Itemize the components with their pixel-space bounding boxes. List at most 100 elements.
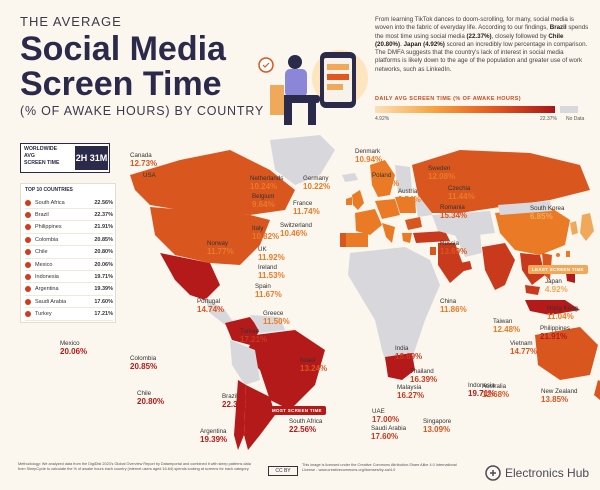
legend-no-data-label: No Data	[566, 116, 585, 122]
country-label-canada: Canada	[130, 152, 152, 159]
country-value-netherlands: 10.24%	[250, 182, 278, 191]
country-label-argentina: Argentina	[200, 428, 227, 435]
country-value-malaysia: 16.27%	[397, 391, 425, 400]
country-value-spain: 11.67%	[255, 290, 282, 299]
country-label-china: China	[440, 298, 457, 305]
country-label-japan: Japan	[545, 278, 562, 285]
norway-sweden-shape	[370, 160, 395, 197]
country-value-portugal: 14.74%	[197, 305, 225, 314]
country-value-south-korea: 6.85%	[530, 212, 553, 221]
country-label-israel: Israel	[300, 357, 316, 364]
hong-kong-shape	[556, 253, 560, 257]
country-label-romania: Romania	[440, 204, 465, 211]
methodology-text: Methodology: We analyzed data from the D…	[18, 462, 251, 471]
china-shape	[495, 207, 570, 255]
brazil-shape	[245, 330, 325, 410]
worldwide-label: WORLDWIDE AVG SCREEN TIME	[24, 146, 60, 166]
top10-row: South Africa 22.56%	[25, 197, 113, 209]
japan-shape	[580, 213, 594, 241]
uae-shape	[460, 261, 472, 271]
italy-shape	[382, 223, 395, 243]
cc-license-badge: CC BY	[268, 466, 298, 476]
country-label-uk: UK	[258, 246, 267, 253]
africa-shape	[348, 247, 440, 375]
germany-shape	[375, 199, 400, 219]
top10-row: Indonesia 19.71%	[25, 271, 113, 284]
country-label-taiwan: Taiwan	[493, 318, 513, 325]
top10-row: Brazil 22.37%	[25, 209, 113, 222]
top10-table	[20, 183, 116, 323]
country-value-france: 11.74%	[293, 207, 320, 216]
country-value-israel: 13.24%	[300, 364, 328, 373]
legend-title: DAILY AVG SCREEN TIME (% OF AWAKE HOURS)	[375, 96, 521, 102]
flag-icon	[25, 286, 31, 293]
country-label-spain: Spain	[255, 283, 271, 290]
worldwide-value: 2H 31M	[75, 146, 108, 170]
top10-country-value: 19.71%	[94, 273, 113, 280]
new-zealand-shape	[594, 380, 600, 400]
flag-icon	[25, 311, 31, 318]
chile-shape	[234, 380, 246, 450]
country-label-chile: Chile	[137, 390, 152, 397]
country-value-thailand: 16.39%	[410, 375, 438, 384]
taiwan-shape	[566, 251, 570, 257]
country-label-norway: Norway	[207, 240, 228, 247]
country-value-russia: 13.69%	[440, 247, 468, 256]
country-label-brazil: Brazil	[222, 393, 238, 400]
top10-country-value: 20.80%	[94, 249, 113, 256]
country-label-czechia: Czechia	[448, 185, 471, 192]
country-value-canada: 12.73%	[130, 159, 158, 168]
legend-no-data-swatch	[560, 106, 578, 113]
country-value-czechia: 11.44%	[448, 192, 475, 201]
poland-shape	[395, 197, 416, 213]
legend-min: 4.92%	[375, 116, 390, 122]
country-value-mexico: 20.06%	[60, 347, 88, 356]
country-label-poland: Poland	[372, 172, 392, 179]
legend-max: 22.37%	[540, 116, 557, 122]
country-label-new-zealand: New Zealand	[541, 388, 578, 395]
country-label-switzerland: Switzerland	[280, 222, 312, 229]
country-label-australia: Australia	[482, 383, 507, 390]
country-value-poland: 12.24%	[372, 179, 400, 188]
country-label-saudi-arabia: Saudi Arabia	[371, 425, 407, 432]
country-value-greece: 11.50%	[263, 317, 290, 326]
romania-shape	[405, 217, 422, 230]
country-value-australia: 12.68%	[482, 390, 510, 399]
intro-paragraph: From learning TikTok dances to doom-scro…	[375, 16, 589, 73]
top10-row: Mexico 20.06%	[25, 259, 113, 271]
electronics-hub-logo-icon	[485, 465, 501, 481]
central-america-shape	[205, 298, 235, 325]
country-value-hong-kong: 11.04%	[547, 312, 574, 321]
top10-country-value: 20.06%	[94, 261, 113, 268]
flag-icon	[25, 236, 31, 243]
flag-icon	[25, 273, 31, 280]
top10-country-name: Indonesia	[35, 273, 59, 280]
top10-country-name: South Africa	[35, 199, 65, 206]
south-africa-shape	[385, 353, 415, 380]
legend-gradient	[375, 106, 555, 113]
least-screen-time-tag: LEAST SCREEN TIME	[528, 265, 588, 274]
top10-country-name: Argentina	[35, 286, 59, 293]
country-value-vietnam: 14.77%	[510, 347, 538, 356]
country-label-portugal: Portugal	[197, 298, 221, 305]
top10-row: Colombia 20.85%	[25, 234, 113, 247]
ireland-shape	[346, 197, 352, 205]
country-value-china: 11.86%	[440, 305, 467, 314]
country-label-netherlands: Netherlands	[250, 175, 284, 182]
top10-row: Argentina 19.39%	[25, 284, 113, 296]
country-value-japan: 4.92%	[545, 285, 568, 294]
top10-row: Saudi Arabia 17.60%	[25, 296, 113, 309]
country-value-austria: 9.54%	[398, 195, 421, 204]
person-scrolling-illustration	[258, 50, 368, 125]
license-text: This image is licensed under the Creativ…	[302, 463, 457, 472]
country-value-brazil: 22.37%	[222, 400, 250, 409]
top10-country-value: 20.85%	[94, 236, 113, 243]
country-value-denmark: 10.94%	[355, 155, 383, 164]
top10-country-value: 21.91%	[94, 224, 113, 231]
top10-country-name: Brazil	[35, 211, 49, 218]
canada-shape	[130, 150, 295, 215]
country-value-uk: 11.92%	[258, 253, 285, 262]
country-label-south-korea: South Korea	[530, 205, 565, 212]
peru-shape	[230, 340, 260, 385]
flag-icon	[25, 298, 31, 305]
